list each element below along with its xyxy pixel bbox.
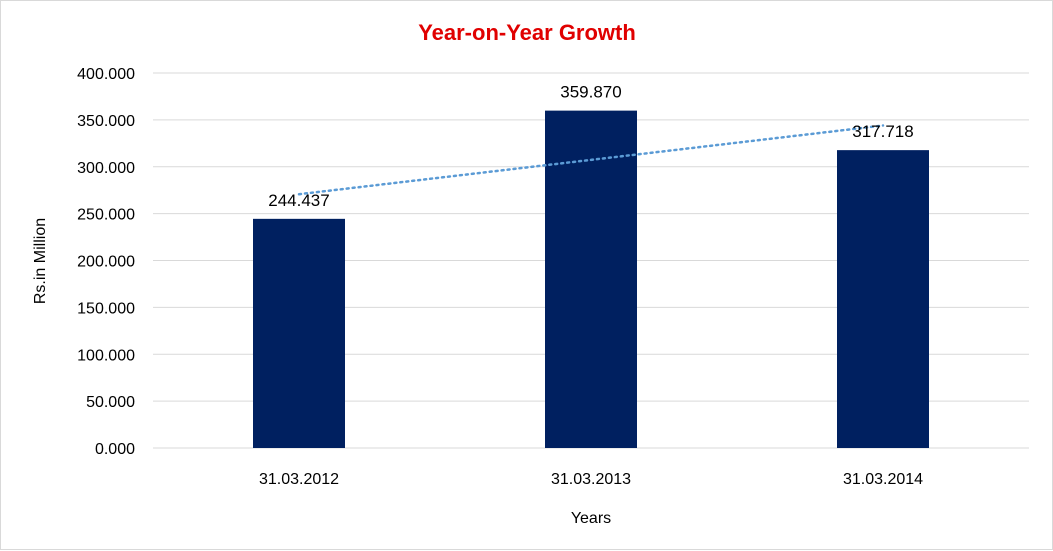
bar [837, 150, 929, 448]
x-axis-ticks: 31.03.2012 31.03.2013 31.03.2014 [259, 471, 923, 488]
y-tick-label: 250.000 [77, 207, 135, 224]
data-label: 359.870 [560, 83, 621, 102]
trendline [297, 124, 885, 196]
x-tick-label: 31.03.2014 [843, 471, 923, 488]
y-tick-label: 350.000 [77, 113, 135, 130]
data-label: 317.718 [852, 122, 913, 141]
bar [545, 110, 637, 448]
y-tick-label: 150.000 [77, 300, 135, 317]
y-tick-label: 200.000 [77, 254, 135, 271]
x-tick-label: 31.03.2013 [551, 471, 631, 488]
y-tick-label: 400.000 [77, 66, 135, 83]
bar [253, 218, 345, 448]
x-tick-label: 31.03.2012 [259, 471, 339, 488]
bars [253, 110, 929, 448]
y-tick-label: 100.000 [77, 347, 135, 364]
data-label: 244.437 [268, 191, 329, 210]
trendline-line [297, 124, 885, 196]
chart-title: Year-on-Year Growth [418, 20, 636, 45]
y-axis-ticks: 0.000 50.000 100.000 150.000 200.000 250.000 3… [77, 66, 135, 458]
data-labels: 244.437 359.870 317.718 [268, 83, 913, 210]
x-axis-title: Years [571, 510, 611, 527]
y-tick-label: 0.000 [95, 441, 135, 458]
y-tick-label: 50.000 [86, 394, 135, 411]
y-tick-label: 300.000 [77, 160, 135, 177]
y-axis-title: Rs.in Million [32, 218, 49, 304]
